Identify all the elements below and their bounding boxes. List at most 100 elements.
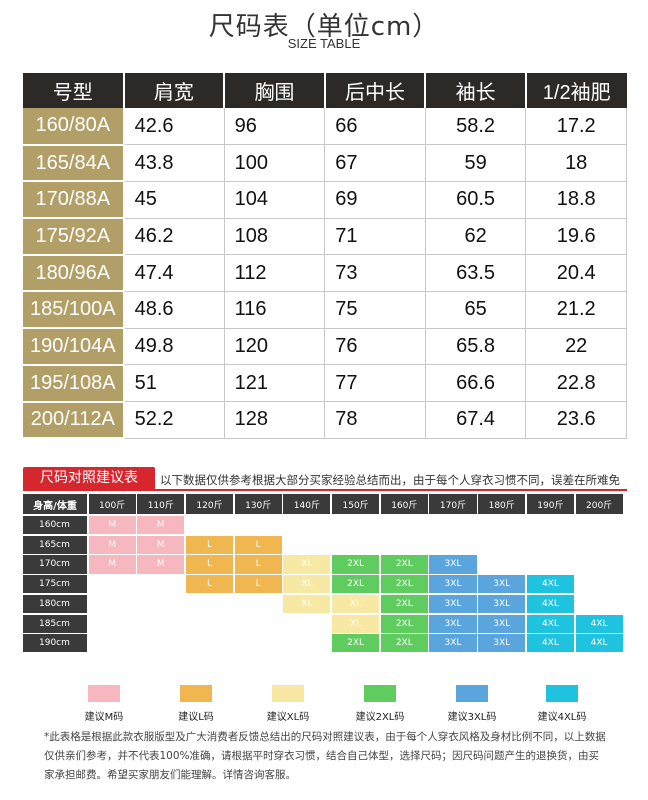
size-suggestion-cell: 2XL	[332, 555, 380, 574]
measurement-cell: 42.6	[123, 108, 225, 146]
measurement-cell: 47.4	[123, 254, 225, 292]
size-suggestion-cell: 2XL	[380, 575, 428, 594]
measurement-cell: 108	[224, 218, 326, 256]
height-label: 160cm	[23, 516, 87, 535]
measurement-cell: 66	[324, 108, 426, 146]
column-header: 袖长	[425, 73, 527, 108]
size-suggestion-cell: M	[137, 516, 185, 535]
table-row: 200/112A 52.2 128 78 67.4 23.6	[23, 401, 627, 440]
size-code-cell: 180/96A	[23, 254, 125, 293]
weight-header: 120斤	[185, 494, 234, 514]
size-suggestion-cell: 4XL	[526, 594, 574, 613]
measurement-cell: 51	[123, 364, 225, 402]
size-suggestion-cell: 4XL	[575, 614, 623, 633]
table-row: 160/80A 42.6 96 66 58.2 17.2	[23, 108, 627, 146]
measurement-cell: 67	[324, 144, 426, 182]
measurement-cell: 62	[425, 218, 527, 256]
size-suggestion-cell: L	[185, 555, 234, 574]
column-header: 肩宽	[123, 73, 226, 108]
measurement-cell: 78	[324, 401, 426, 439]
measurement-cell: 73	[324, 254, 426, 292]
measurement-cell: 48.6	[123, 291, 225, 329]
size-code-cell: 170/88A	[23, 181, 125, 220]
legend-swatch	[546, 685, 578, 702]
measurement-cell: 22.8	[525, 364, 627, 402]
legend-label: 建议2XL码	[355, 712, 405, 723]
table-row: 175/92A 46.2 108 71 62 19.6	[23, 218, 627, 256]
height-label: 165cm	[23, 535, 87, 554]
size-table-header: 号型 肩宽 胸围 后中长 袖长 1/2袖肥	[23, 73, 627, 108]
size-suggestion-cell: 4XL	[575, 634, 623, 653]
measurement-cell: 60.5	[425, 181, 527, 219]
weight-header: 140斤	[283, 494, 331, 514]
size-suggestion-cell: M	[137, 555, 185, 574]
measurement-cell: 75	[324, 291, 426, 329]
column-header: 后中长	[324, 73, 427, 108]
measurement-cell: 112	[224, 254, 326, 292]
size-suggestion-cell: 3XL	[429, 594, 477, 613]
column-header: 胸围	[224, 73, 326, 108]
height-label: 185cm	[23, 614, 87, 633]
measurement-cell: 63.5	[425, 254, 527, 292]
size-suggestion-cell: 4XL	[526, 614, 574, 633]
size-code-cell: 160/80A	[23, 108, 125, 146]
size-suggestion-cell: XL	[283, 575, 331, 594]
measurement-cell: 120	[224, 328, 326, 366]
measurement-cell: 58.2	[425, 108, 527, 146]
measurement-cell: 20.4	[525, 254, 627, 292]
size-suggestion-cell: M	[88, 535, 136, 554]
measurement-cell: 116	[224, 291, 326, 329]
legend-item: 建议3XL码	[432, 685, 512, 723]
measurement-cell: 23.6	[525, 401, 627, 439]
legend-swatch	[272, 685, 304, 702]
measurement-cell: 65.8	[425, 328, 527, 366]
legend-item: 建议L码	[156, 685, 236, 723]
page-title: 尺码表（单位cm）	[208, 12, 440, 42]
size-suggestion-cell: M	[88, 516, 136, 535]
size-suggestion-cell: L	[234, 575, 282, 594]
size-table: 号型 肩宽 胸围 后中长 袖长 1/2袖肥 160/80A 42.6 96 66 58.2 17.2…	[23, 73, 627, 440]
weight-header: 200斤	[575, 494, 623, 514]
table-row: 190/104A 49.8 120 76 65.8 22	[23, 328, 627, 366]
size-suggestion-cell: L	[185, 575, 234, 594]
legend-item: 建议M码	[64, 685, 144, 723]
size-suggestion-cell: XL	[332, 614, 380, 633]
legend-swatch	[456, 685, 488, 702]
size-suggestion-cell: L	[185, 535, 234, 554]
size-code-cell: 185/100A	[23, 291, 125, 330]
size-suggestion-cell: 2XL	[332, 575, 380, 594]
size-suggestion-cell: 3XL	[478, 594, 526, 613]
measurement-cell: 46.2	[123, 218, 225, 256]
legend-item: 建议2XL码	[340, 685, 420, 723]
size-suggestion-cell: 4XL	[526, 634, 574, 653]
size-code-cell: 190/104A	[23, 328, 125, 366]
grid-corner-label: 身高/体重	[23, 494, 87, 514]
size-suggestion-cell: M	[137, 535, 185, 554]
measurement-cell: 18	[525, 144, 627, 182]
size-suggestion-cell: 3XL	[429, 555, 477, 574]
weight-header: 130斤	[234, 494, 282, 514]
size-suggestion-cell: 2XL	[380, 555, 428, 574]
measurement-cell: 21.2	[525, 291, 627, 329]
measurement-cell: 104	[224, 181, 326, 219]
legend-swatch	[180, 685, 212, 702]
measurement-cell: 121	[224, 364, 326, 402]
table-row: 195/108A 51 121 77 66.6 22.8	[23, 364, 627, 403]
size-code-cell: 200/112A	[23, 401, 125, 440]
weight-header: 180斤	[478, 494, 526, 514]
legend-swatch	[88, 685, 120, 702]
legend-label: 建议4XL码	[537, 712, 587, 723]
measurement-cell: 76	[324, 328, 426, 366]
legend-label: 建议L码	[178, 712, 214, 723]
measurement-cell: 18.8	[525, 181, 627, 219]
measurement-cell: 100	[224, 144, 326, 182]
column-header: 1/2袖肥	[525, 73, 627, 108]
size-suggestion-cell: 3XL	[478, 614, 526, 633]
weight-header: 110斤	[137, 494, 185, 514]
legend-label: 建议3XL码	[447, 712, 497, 723]
legend-label: 建议XL码	[266, 712, 310, 723]
size-code-cell: 165/84A	[23, 144, 125, 183]
table-row: 185/100A 48.6 116 75 65 21.2	[23, 291, 627, 330]
footnote: *此表格是根据此款衣服版型及广大消费者反馈总结出的尺码对照建议表，由于每个人穿衣…	[44, 731, 606, 781]
measurement-cell: 49.8	[123, 328, 225, 366]
